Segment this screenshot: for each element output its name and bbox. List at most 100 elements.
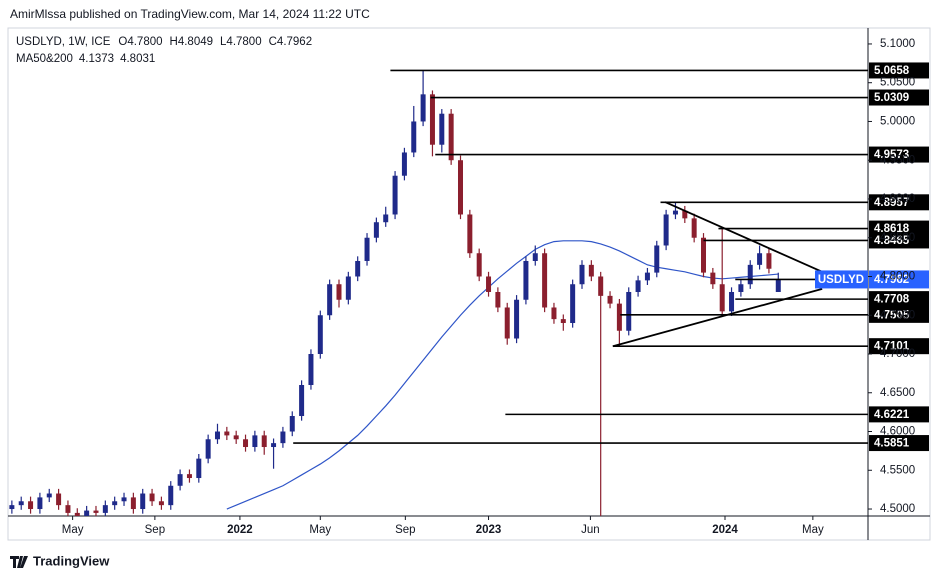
candle-body — [616, 303, 622, 331]
candle-body — [523, 260, 529, 300]
candle-body — [560, 319, 566, 323]
trendline — [612, 288, 823, 348]
candle-body — [289, 416, 295, 432]
candle-body — [495, 291, 501, 308]
candle-body — [691, 218, 697, 238]
ma-line — [226, 240, 779, 510]
level-label: 4.5851 — [874, 438, 910, 450]
candle-body — [121, 497, 127, 502]
candle-body — [28, 501, 34, 510]
x-tick-label: 2022 — [227, 524, 253, 536]
candle-body — [355, 260, 361, 277]
y-tick-label: 4.5500 — [880, 464, 915, 476]
level-label-box — [869, 89, 929, 106]
candle-body — [570, 284, 576, 323]
candle-body — [439, 113, 445, 145]
candle-body — [420, 94, 426, 122]
legend-key: C — [269, 36, 277, 48]
candle-body — [663, 214, 669, 246]
legend-value: 4.7800 — [127, 36, 162, 48]
candle-body — [112, 501, 118, 506]
candle-body — [411, 121, 417, 153]
y-tick-label: 4.7500 — [880, 309, 915, 321]
level-label-box — [869, 306, 929, 323]
candle-body — [308, 354, 314, 386]
candle-body — [467, 214, 473, 254]
level-label-box — [869, 232, 929, 249]
candle-body — [654, 245, 660, 273]
candle-body — [271, 443, 277, 448]
candle-body — [635, 280, 641, 292]
candle-body — [373, 222, 379, 238]
x-tick-label: May — [62, 524, 84, 536]
ma-legend-value: 4.1373 — [79, 53, 114, 65]
level-label-box — [869, 146, 929, 163]
candle-body — [93, 510, 99, 513]
y-tick-label: 4.9500 — [880, 154, 915, 166]
legend-key: O — [118, 36, 127, 48]
ma-legend-value: 4.8031 — [120, 53, 155, 65]
y-tick-label: 4.5000 — [880, 503, 915, 515]
level-label: 4.6221 — [874, 409, 910, 421]
candle-body — [186, 474, 192, 479]
x-tick-label: Sep — [395, 524, 415, 536]
legend-key: H — [170, 36, 178, 48]
legend-value: 4.8049 — [178, 36, 213, 48]
candle-body — [243, 439, 249, 448]
y-tick-label: 5.1000 — [880, 38, 915, 50]
trendline — [664, 201, 823, 273]
candle-body — [766, 253, 772, 269]
x-tick-label: 2023 — [476, 524, 502, 536]
candle-body — [532, 253, 538, 261]
legend-key: L — [220, 36, 227, 48]
candle-body — [252, 435, 258, 448]
level-label: 4.8618 — [874, 223, 910, 235]
legend-value: 4.7800 — [226, 36, 261, 48]
level-label: 4.9573 — [874, 149, 909, 161]
candle-body — [738, 284, 744, 292]
plot-area — [9, 70, 781, 516]
x-tick-label: 2024 — [712, 524, 738, 536]
candle-body — [233, 435, 239, 440]
ticker-box — [815, 270, 868, 289]
candle-body — [551, 307, 557, 320]
level-label-box — [869, 406, 929, 423]
level-label: 5.0309 — [874, 92, 909, 104]
y-tick-label: 4.8000 — [880, 271, 915, 283]
candle-body — [457, 160, 463, 215]
candle-body — [299, 385, 305, 417]
candle-body — [448, 113, 454, 161]
candle-body — [429, 94, 435, 145]
candle-body — [345, 276, 351, 300]
candle-body — [775, 279, 781, 292]
candle-body — [149, 493, 155, 502]
legend-symbol: USDLYD, 1W, ICE — [16, 36, 111, 48]
candle-body — [102, 505, 108, 513]
x-tick-label: Sep — [145, 524, 165, 536]
legend-value: 4.7962 — [277, 36, 312, 48]
brand-name: TradingView — [33, 553, 110, 568]
level-label: 4.7505 — [874, 309, 910, 321]
candle-body — [719, 284, 725, 312]
candle-body — [607, 295, 613, 304]
candle-body — [84, 510, 90, 516]
level-label: 4.8957 — [874, 197, 909, 209]
candle-body — [74, 512, 80, 516]
candle-body — [579, 264, 585, 285]
candle-body — [476, 253, 482, 277]
current-price-label: 4.7962 — [874, 274, 909, 286]
candle-body — [710, 272, 716, 285]
y-tick-label: 4.8500 — [880, 232, 915, 244]
candle-body — [46, 493, 52, 498]
candle-body — [317, 315, 323, 354]
candle-body — [168, 485, 174, 506]
candle-body — [196, 458, 202, 479]
chart-frame — [7, 27, 931, 541]
candle-body — [205, 439, 211, 459]
candle-body — [158, 501, 164, 506]
candle-body — [757, 253, 763, 265]
x-tick-label: May — [802, 524, 824, 536]
